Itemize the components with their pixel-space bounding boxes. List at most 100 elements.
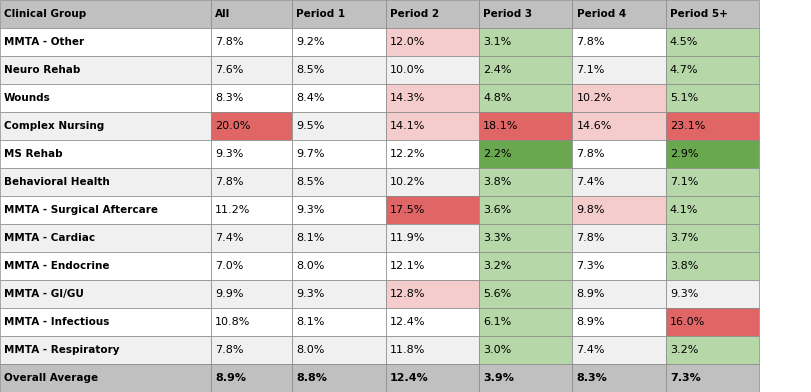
Bar: [385, 308, 478, 336]
Bar: [665, 168, 758, 196]
Bar: [385, 364, 478, 392]
Bar: [211, 84, 292, 112]
Text: 8.9%: 8.9%: [576, 289, 604, 299]
Bar: [665, 56, 758, 84]
Text: MMTA - Infectious: MMTA - Infectious: [4, 317, 109, 327]
Text: 8.3%: 8.3%: [576, 373, 607, 383]
Text: 11.9%: 11.9%: [389, 233, 425, 243]
Bar: [0, 196, 211, 224]
Bar: [385, 224, 478, 252]
Bar: [385, 112, 478, 140]
Bar: [211, 280, 292, 308]
Text: 23.1%: 23.1%: [669, 121, 705, 131]
Text: 12.4%: 12.4%: [389, 373, 428, 383]
Bar: [0, 168, 211, 196]
Text: 7.8%: 7.8%: [215, 37, 243, 47]
Bar: [211, 336, 292, 364]
Text: 3.0%: 3.0%: [483, 345, 511, 355]
Bar: [478, 336, 572, 364]
Bar: [665, 28, 758, 56]
Bar: [665, 140, 758, 168]
Text: 8.4%: 8.4%: [296, 93, 324, 103]
Text: 9.7%: 9.7%: [296, 149, 324, 159]
Bar: [385, 168, 478, 196]
Bar: [665, 280, 758, 308]
Bar: [478, 56, 572, 84]
Bar: [211, 56, 292, 84]
Text: 3.8%: 3.8%: [483, 177, 511, 187]
Text: Period 3: Period 3: [483, 9, 531, 19]
Text: 7.8%: 7.8%: [215, 177, 243, 187]
Text: 9.9%: 9.9%: [215, 289, 243, 299]
Text: 12.2%: 12.2%: [389, 149, 425, 159]
Text: Overall Average: Overall Average: [4, 373, 98, 383]
Bar: [292, 0, 385, 28]
Text: Complex Nursing: Complex Nursing: [4, 121, 104, 131]
Text: 8.3%: 8.3%: [215, 93, 243, 103]
Text: 18.1%: 18.1%: [483, 121, 518, 131]
Text: Period 1: Period 1: [296, 9, 345, 19]
Bar: [572, 252, 665, 280]
Bar: [292, 168, 385, 196]
Bar: [478, 112, 572, 140]
Text: 9.8%: 9.8%: [576, 205, 604, 215]
Text: 7.8%: 7.8%: [576, 149, 604, 159]
Bar: [665, 112, 758, 140]
Bar: [0, 280, 211, 308]
Bar: [292, 364, 385, 392]
Bar: [572, 0, 665, 28]
Text: 7.3%: 7.3%: [576, 261, 604, 271]
Text: 4.8%: 4.8%: [483, 93, 511, 103]
Text: 8.0%: 8.0%: [296, 345, 324, 355]
Text: MMTA - Surgical Aftercare: MMTA - Surgical Aftercare: [4, 205, 158, 215]
Text: 3.1%: 3.1%: [483, 37, 511, 47]
Bar: [665, 196, 758, 224]
Text: 4.7%: 4.7%: [669, 65, 697, 75]
Bar: [385, 252, 478, 280]
Text: 9.5%: 9.5%: [296, 121, 324, 131]
Text: MMTA - Other: MMTA - Other: [4, 37, 84, 47]
Bar: [0, 112, 211, 140]
Bar: [478, 252, 572, 280]
Bar: [0, 140, 211, 168]
Text: 11.2%: 11.2%: [215, 205, 251, 215]
Bar: [478, 308, 572, 336]
Text: 7.8%: 7.8%: [576, 37, 604, 47]
Bar: [385, 84, 478, 112]
Text: All: All: [215, 9, 230, 19]
Bar: [0, 252, 211, 280]
Bar: [292, 252, 385, 280]
Bar: [665, 84, 758, 112]
Text: 7.8%: 7.8%: [215, 345, 243, 355]
Text: 4.5%: 4.5%: [669, 37, 697, 47]
Bar: [211, 28, 292, 56]
Text: 10.8%: 10.8%: [215, 317, 251, 327]
Text: 14.3%: 14.3%: [389, 93, 425, 103]
Bar: [572, 168, 665, 196]
Bar: [0, 28, 211, 56]
Text: 6.1%: 6.1%: [483, 317, 511, 327]
Text: 10.2%: 10.2%: [576, 93, 611, 103]
Bar: [665, 0, 758, 28]
Text: 2.2%: 2.2%: [483, 149, 511, 159]
Bar: [572, 336, 665, 364]
Bar: [572, 196, 665, 224]
Text: Period 2: Period 2: [389, 9, 438, 19]
Text: MS Rehab: MS Rehab: [4, 149, 62, 159]
Text: Period 4: Period 4: [576, 9, 625, 19]
Bar: [572, 56, 665, 84]
Bar: [478, 140, 572, 168]
Text: 17.5%: 17.5%: [389, 205, 425, 215]
Text: 8.1%: 8.1%: [296, 233, 324, 243]
Text: 8.9%: 8.9%: [576, 317, 604, 327]
Bar: [211, 196, 292, 224]
Bar: [0, 0, 211, 28]
Bar: [385, 336, 478, 364]
Text: 3.7%: 3.7%: [669, 233, 697, 243]
Text: 3.8%: 3.8%: [669, 261, 697, 271]
Bar: [385, 0, 478, 28]
Text: 20.0%: 20.0%: [215, 121, 251, 131]
Bar: [478, 224, 572, 252]
Text: 12.0%: 12.0%: [389, 37, 425, 47]
Text: Period 5+: Period 5+: [669, 9, 727, 19]
